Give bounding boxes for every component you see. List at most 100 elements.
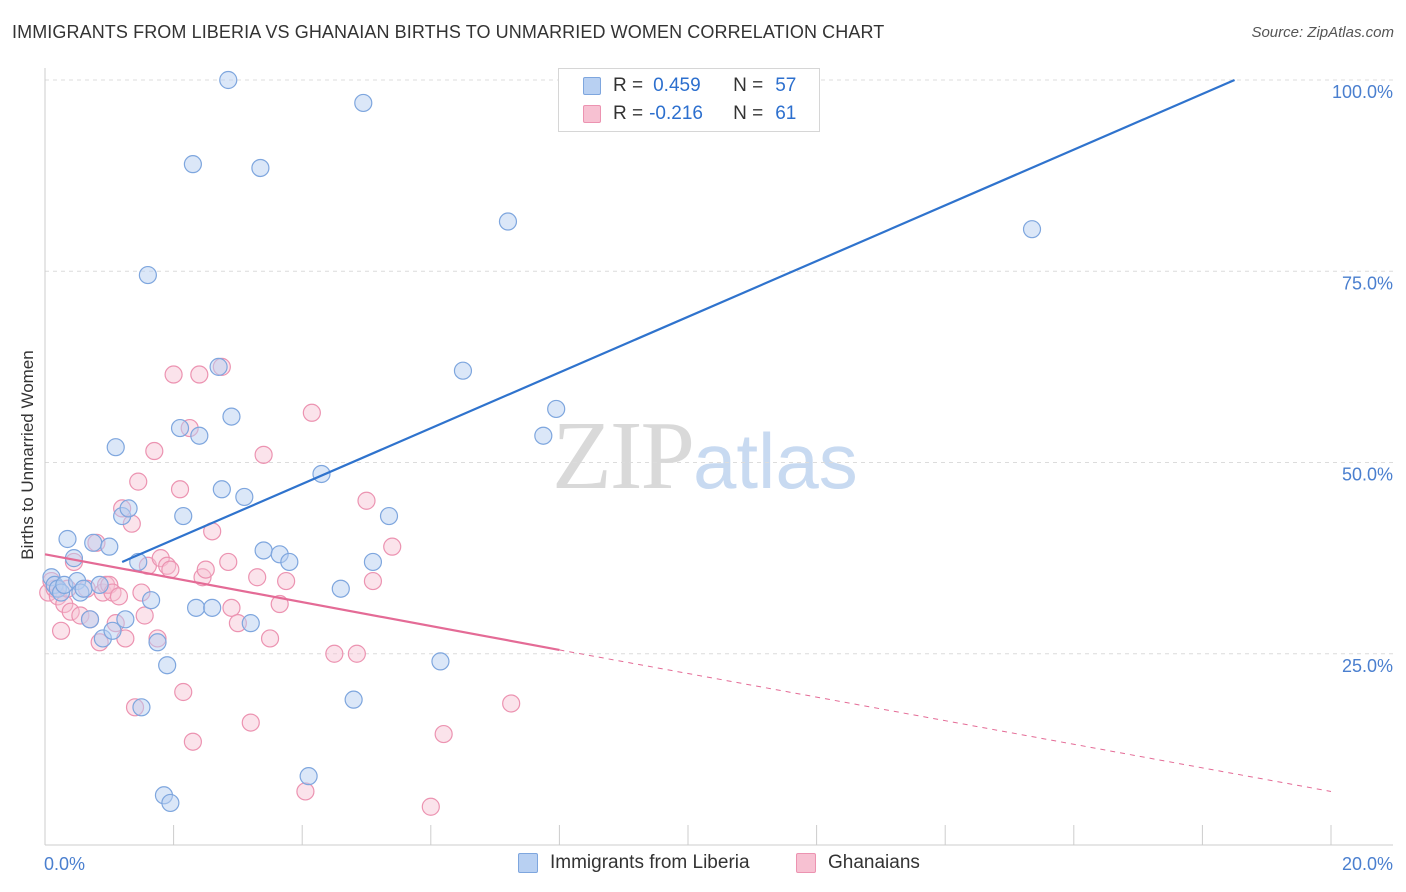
y-tick-label: 75.0% [1342,273,1393,293]
ghanaians-point [248,568,267,587]
liberia-point [280,552,299,572]
liberia-point [344,690,363,709]
x-tick-label: 20.0% [1342,854,1393,874]
liberia-point [119,499,138,518]
ghanaians-point [196,560,215,579]
liberia-point [132,698,151,717]
liberia-point [241,614,260,633]
liberia-point [106,438,125,457]
liberia-point [254,541,273,560]
ghanaians-point [434,724,453,744]
liberia-point [1022,220,1042,239]
legend-r-label: R = [613,75,644,96]
y-tick-label: 25.0% [1342,656,1393,676]
liberia-point [222,407,241,426]
ghanaians-point [183,732,202,751]
ghanaians-point [109,587,129,606]
legend-swatch-liberia [583,77,601,95]
legend-n-value: 61 [775,103,797,124]
series-legend-liberia[interactable]: Immigrants from Liberia [518,852,750,874]
ghanaians-point [174,682,193,702]
liberia-point [498,212,518,231]
chart-source: Source: ZipAtlas.com [1251,24,1394,41]
axis-layer [44,68,1393,846]
chart-title: IMMIGRANTS FROM LIBERIA VS GHANAIAN BIRT… [12,22,885,42]
ghanaians-point [383,537,402,556]
y-axis-label: Births to Unmarried Women [18,350,37,559]
watermark-zip: ZIP [552,402,695,510]
ghanaians-point [145,441,164,461]
series-swatch-liberia [518,853,538,873]
liberia-point [190,426,209,445]
liberia-trend-line [121,78,1235,563]
ghanaians-point [347,644,366,663]
liberia-points [42,70,1042,813]
ghanaians-trend-extension [559,649,1332,792]
liberia-point [161,793,180,813]
x-tick-label: 0.0% [44,854,85,874]
ghanaians-point [277,571,296,591]
ghanaians-points [39,357,521,816]
ghanaians-point [164,365,183,384]
liberia-point [80,610,100,629]
ghanaians-point [135,606,154,625]
liberia-point [379,506,399,526]
ghanaians-point [363,571,383,591]
liberia-point [100,537,119,556]
series-legend: Immigrants from Liberia Ghanaians [0,852,1406,878]
ghanaians-point [170,480,190,499]
legend-n-label: N = [733,75,764,96]
liberia-point [354,93,373,113]
tick-labels: 25.0% 50.0% 75.0% 100.0% 0.0% 20.0% [44,82,1393,874]
liberia-point [84,533,103,552]
liberia-point [251,158,270,178]
liberia-point [170,418,190,438]
ghanaians-point [421,797,440,816]
legend-n-label: N = [733,103,764,124]
series-label-liberia: Immigrants from Liberia [550,852,750,873]
liberia-point [453,361,473,380]
liberia-point [138,265,157,285]
ghanaians-point [357,491,376,510]
liberia-point [219,70,238,90]
legend-r-label: R = [613,103,644,124]
liberia-point [158,656,177,675]
liberia-point [212,480,231,499]
liberia-point [74,579,93,598]
liberia-point [534,426,553,445]
y-tick-label: 50.0% [1342,465,1393,485]
ghanaians-point [190,365,209,384]
liberia-point [187,598,206,617]
series-legend-ghanaians[interactable]: Ghanaians [796,852,920,874]
liberia-point [299,767,318,786]
ghanaians-point [325,644,344,663]
ghanaians-point [260,629,280,648]
liberia-point [103,621,122,640]
ghanaians-point [51,621,71,640]
liberia-point [209,357,228,376]
legend-r-value: 0.459 [653,75,701,96]
liberia-point [148,633,167,652]
trend-lines [44,78,1332,792]
legend-n-value: 57 [775,75,797,96]
liberia-point [183,155,202,174]
liberia-point [116,610,135,629]
legend-row-liberia: R = 0.459 N = 57 [583,73,796,99]
ghanaians-point [222,598,241,617]
liberia-point [58,529,77,549]
liberia-point [547,399,566,419]
ghanaians-point [302,403,321,422]
liberia-point [90,575,109,595]
legend-row-ghanaians: R = -0.216 N = 61 [583,101,796,127]
y-tick-label: 100.0% [1332,82,1393,102]
ghanaians-point [296,782,315,801]
correlation-legend: R = 0.459 N = 57 R = -0.216 N = 61 [558,68,820,132]
ghanaians-point [241,713,260,732]
zipatlas-watermark: ZIPatlas [552,398,858,512]
watermark-atlas: atlas [693,417,858,505]
liberia-point [363,552,383,572]
ghanaians-point [254,445,273,464]
liberia-point [331,579,350,598]
legend-r-value: -0.216 [649,103,703,124]
